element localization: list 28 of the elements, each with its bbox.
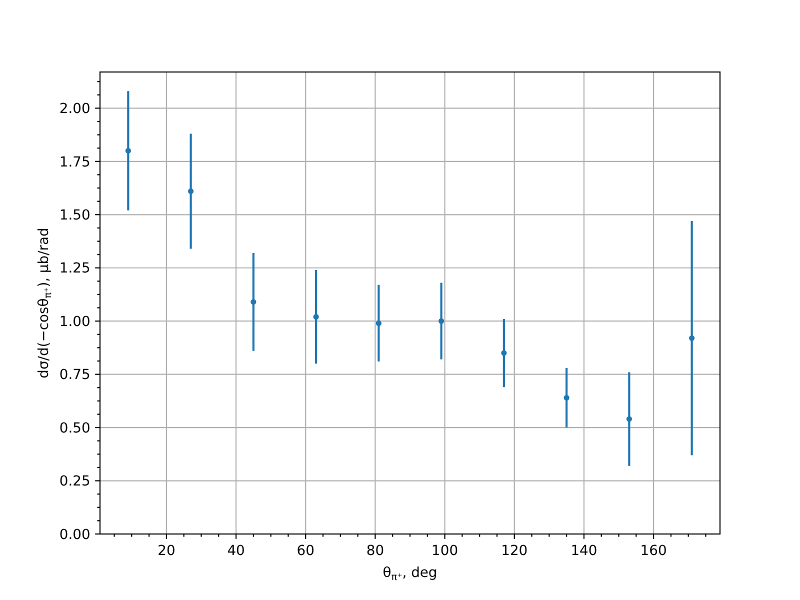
x-tick-label: 120 (501, 542, 528, 559)
point (564, 394, 570, 401)
point (250, 299, 256, 305)
y-tick-label: 0.75 (59, 367, 90, 384)
x-axis-title: θ$_{π⁺}$, deg (382, 565, 438, 582)
point (125, 148, 131, 154)
x-tick-label: 60 (296, 542, 314, 559)
y-tick-label: 1.75 (59, 154, 90, 170)
point (501, 350, 507, 356)
y-tick-label: 0.50 (59, 420, 90, 436)
y-tick-label: 0.00 (59, 526, 90, 543)
point (313, 314, 319, 320)
x-tick-label: 40 (227, 542, 245, 559)
point (689, 335, 695, 341)
x-tick-label: 100 (432, 542, 458, 559)
y-tick-label: 1.25 (59, 260, 90, 277)
y-tick-label: 1.50 (59, 208, 90, 224)
y-tick-label: 0.25 (59, 474, 90, 490)
x-tick-label: 80 (366, 542, 384, 559)
point (376, 320, 382, 326)
point (626, 416, 632, 422)
x-tick-label: 140 (570, 542, 598, 559)
x-tick-label: 160 (640, 542, 667, 559)
x-tick-label: 20 (158, 542, 176, 559)
point (438, 318, 444, 324)
point (188, 188, 194, 194)
y-tick-label: 2.00 (59, 101, 90, 118)
y-tick-label: 1.00 (59, 314, 90, 330)
